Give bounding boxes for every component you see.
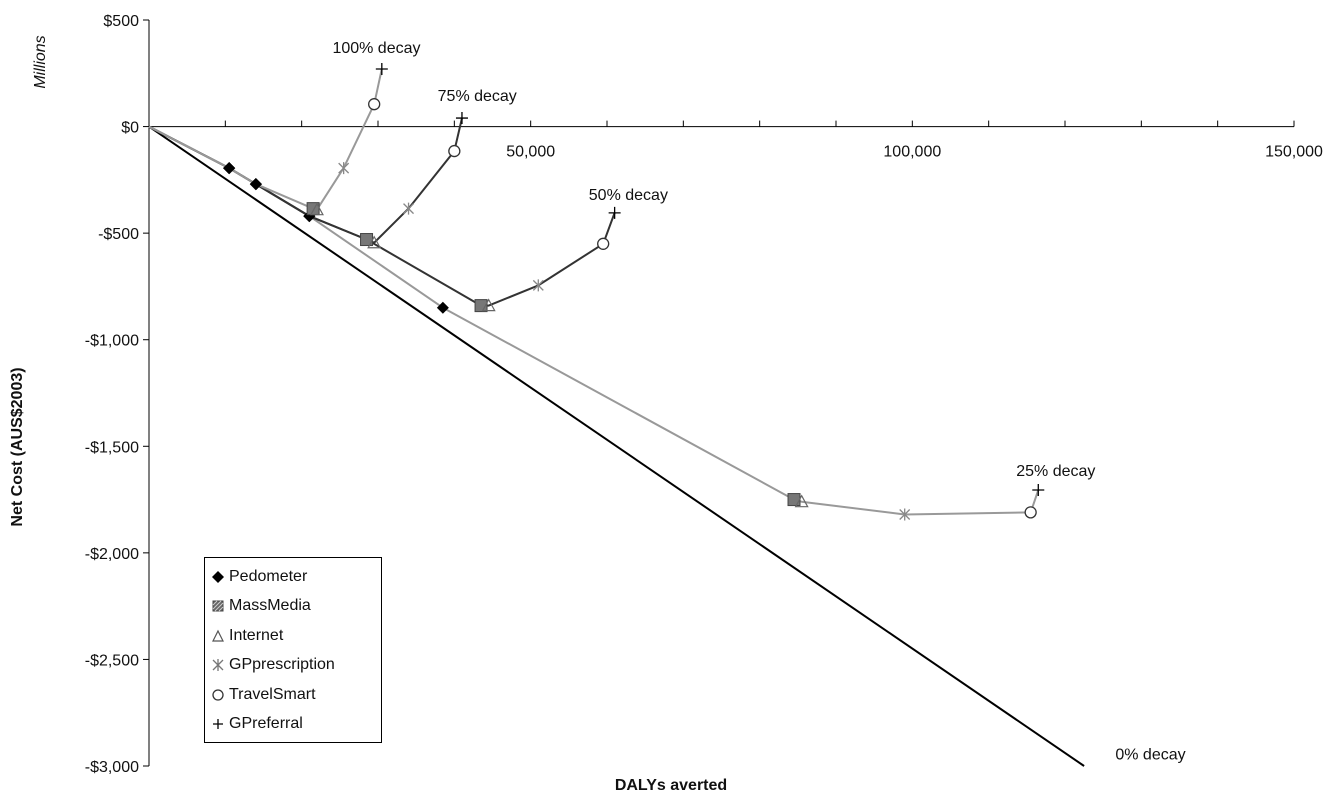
y-units-label: Millions bbox=[32, 35, 49, 88]
label-layer: 100% decay 75% decay 50% decay 25% decay 0% … bbox=[332, 40, 1185, 764]
star-marker-icon bbox=[211, 658, 225, 672]
y-tick-label: -$1,000 bbox=[85, 333, 139, 350]
legend-label: GPreferral bbox=[229, 715, 303, 733]
legend-label: GPprescription bbox=[229, 656, 335, 674]
point-pedometer bbox=[249, 178, 262, 191]
series-line-75-decay bbox=[148, 117, 463, 244]
point-pedometer bbox=[436, 301, 449, 314]
point-gpprescription bbox=[899, 508, 911, 521]
decay-annotation: 50% decay bbox=[589, 187, 668, 204]
triangle-marker-icon bbox=[211, 629, 225, 643]
circle-marker-icon bbox=[211, 688, 225, 702]
point-massmedia bbox=[787, 493, 801, 507]
decay-annotation: 100% decay bbox=[332, 40, 420, 57]
y-tick-label: -$1,500 bbox=[85, 439, 139, 456]
series-line-100-decay bbox=[148, 68, 383, 211]
point-gpprescription bbox=[403, 202, 414, 215]
axes: $500 $0 -$500 -$1,000 -$1,500 -$2,000 -$2,500 -… bbox=[85, 13, 1323, 776]
y-tick-label: $0 bbox=[121, 120, 139, 137]
legend: Pedometer MassMedia Internet GPprescript… bbox=[204, 557, 382, 743]
point-pedometer bbox=[223, 162, 236, 175]
point-travelsmart bbox=[597, 237, 610, 250]
point-gpprescription bbox=[532, 279, 544, 292]
legend-item-gpreferral: GPreferral bbox=[211, 710, 375, 740]
x-tick-label: 100,000 bbox=[883, 144, 941, 161]
series-line-0-decay bbox=[148, 125, 1085, 767]
x-tick-label: 50,000 bbox=[506, 144, 555, 161]
legend-item-internet: Internet bbox=[211, 621, 375, 651]
decay-annotation: 75% decay bbox=[438, 88, 517, 105]
point-travelsmart bbox=[1024, 506, 1037, 519]
series-line-25-decay bbox=[148, 125, 1040, 516]
point-internet bbox=[367, 235, 382, 249]
point-gpreferral bbox=[455, 112, 468, 125]
point-internet bbox=[481, 298, 496, 312]
point-travelsmart bbox=[368, 98, 381, 111]
point-gpreferral bbox=[375, 63, 388, 76]
legend-label: Internet bbox=[229, 626, 284, 644]
x-tick-label: 150,000 bbox=[1265, 144, 1323, 161]
plus-marker-icon bbox=[211, 717, 225, 731]
point-travelsmart bbox=[448, 144, 461, 158]
y-tick-label: $500 bbox=[103, 13, 139, 30]
decay-annotation: 25% decay bbox=[1016, 463, 1095, 480]
marker-layer bbox=[223, 63, 1045, 521]
hatched-square-marker-icon bbox=[211, 599, 225, 613]
point-internet bbox=[309, 202, 324, 216]
legend-label: MassMedia bbox=[229, 597, 311, 615]
legend-item-travelsmart: TravelSmart bbox=[211, 680, 375, 710]
y-axis-title: Net Cost (AUS$2003) bbox=[9, 367, 26, 526]
legend-item-gpprescription: GPprescription bbox=[211, 651, 375, 681]
legend-label: TravelSmart bbox=[229, 685, 316, 703]
point-gpprescription bbox=[338, 162, 350, 175]
legend-item-pedometer: Pedometer bbox=[211, 562, 375, 592]
legend-label: Pedometer bbox=[229, 567, 308, 585]
point-gpreferral bbox=[1032, 483, 1045, 496]
y-tick-label: -$2,000 bbox=[85, 546, 139, 563]
point-gpreferral bbox=[608, 206, 621, 219]
point-internet bbox=[794, 494, 809, 508]
y-tick-label: -$2,500 bbox=[85, 652, 139, 669]
diamond-marker-icon bbox=[211, 570, 225, 584]
y-tick-label: -$500 bbox=[98, 226, 139, 243]
legend-item-massmedia: MassMedia bbox=[211, 592, 375, 622]
y-tick-label: -$3,000 bbox=[85, 759, 139, 776]
x-axis-title: DALYs averted bbox=[615, 777, 727, 794]
decay-annotation: 0% decay bbox=[1115, 747, 1185, 764]
